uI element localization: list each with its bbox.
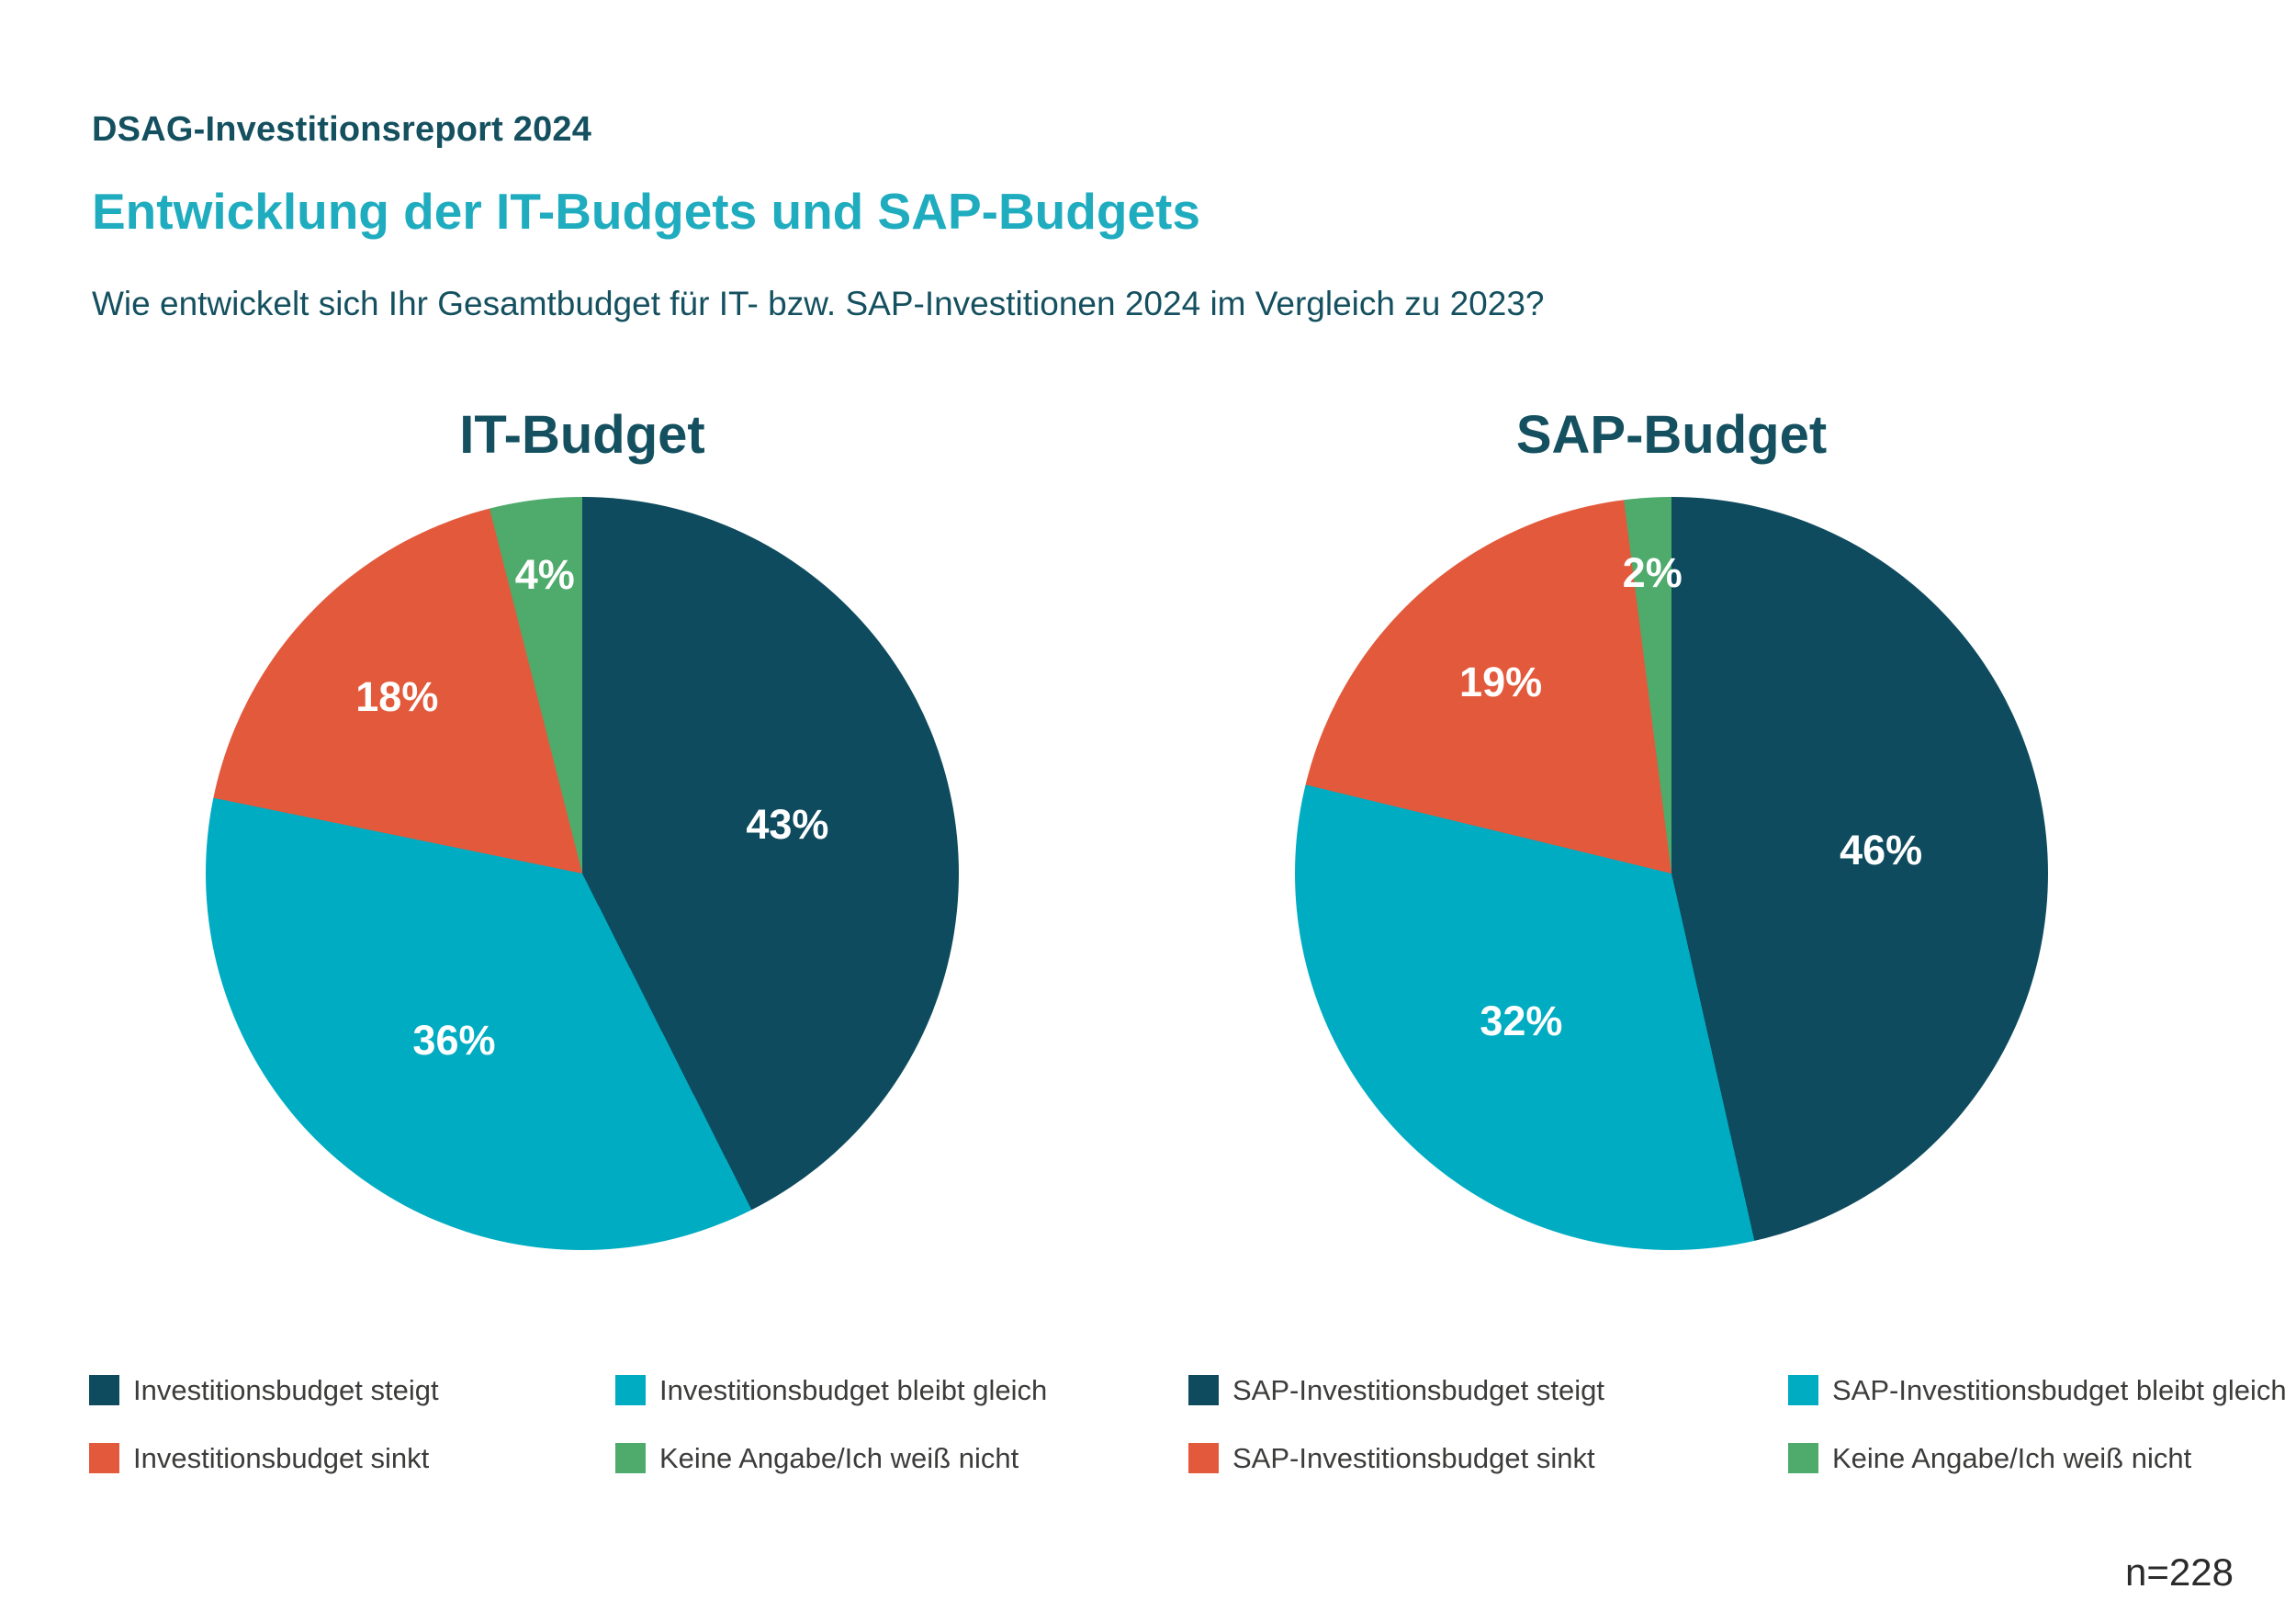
- legend-swatch: [89, 1375, 119, 1405]
- slice-value-label: 43%: [746, 800, 829, 848]
- legend-label: SAP-Investitionsbudget bleibt gleich: [1832, 1373, 2287, 1406]
- legend-label: Keine Angabe/Ich weiß nicht: [659, 1441, 1019, 1474]
- legend-label: Investitionsbudget bleibt gleich: [659, 1373, 1048, 1406]
- page-title: Entwicklung der IT-Budgets und SAP-Budge…: [92, 183, 1200, 240]
- pie-wrap-sap-budget: 46% 32% 19% 2%: [1295, 497, 2048, 1250]
- legend-label: Investitionsbudget steigt: [133, 1373, 439, 1406]
- legend-item: SAP-Investitionsbudget sinkt: [1188, 1441, 1788, 1474]
- legend-item: Keine Angabe/Ich weiß nicht: [1788, 1441, 2287, 1474]
- legend-sap-budget: SAP-Investitionsbudget steigt SAP-Investi…: [1188, 1373, 2287, 1474]
- legend-it-budget: Investitionsbudget steigt Investitionsbud…: [89, 1373, 1048, 1474]
- slice-value-label: 4%: [514, 550, 575, 598]
- survey-question: Wie entwickelt sich Ihr Gesamtbudget für…: [92, 285, 1545, 322]
- legend-label: Investitionsbudget sinkt: [133, 1441, 430, 1474]
- slice-value-label: 46%: [1840, 826, 1923, 873]
- legend-item: Investitionsbudget bleibt gleich: [615, 1373, 1048, 1406]
- chart-title-it-budget: IT-Budget: [459, 405, 705, 465]
- legend-swatch: [615, 1375, 646, 1405]
- slice-value-label: 32%: [1480, 997, 1563, 1045]
- legend-swatch: [1188, 1443, 1219, 1473]
- legend-label: Keine Angabe/Ich weiß nicht: [1832, 1441, 2192, 1474]
- pie-sap-budget: [1295, 497, 2048, 1250]
- legend-item: Investitionsbudget sinkt: [89, 1441, 615, 1474]
- slice-value-label: 19%: [1459, 659, 1543, 706]
- legend-item: SAP-Investitionsbudget bleibt gleich: [1788, 1373, 2287, 1406]
- pie-wrap-it-budget: 43% 36% 18% 4%: [206, 497, 959, 1250]
- legend-item: Keine Angabe/Ich weiß nicht: [615, 1441, 1047, 1474]
- slice-value-label: 2%: [1622, 548, 1683, 596]
- sample-size-note: n=228: [2125, 1550, 2234, 1594]
- legend-swatch: [1188, 1375, 1219, 1405]
- slice-value-label: 36%: [412, 1017, 496, 1065]
- legend-item: Investitionsbudget steigt: [89, 1373, 615, 1406]
- slice-value-label: 18%: [355, 672, 439, 720]
- legend-item: SAP-Investitionsbudget steigt: [1188, 1373, 1788, 1406]
- legend-swatch: [1788, 1443, 1818, 1473]
- legend-swatch: [89, 1443, 119, 1473]
- legend-swatch: [1788, 1375, 1818, 1405]
- chart-title-sap-budget: SAP-Budget: [1515, 405, 1828, 465]
- pie-it-budget: [206, 497, 959, 1250]
- report-kicker: DSAG-Investitionsreport 2024: [92, 110, 592, 149]
- chart-it-budget: IT-Budget 43% 36% 18% 4%: [206, 404, 959, 1250]
- chart-sap-budget: SAP-Budget 46% 32% 19% 2%: [1295, 404, 2048, 1250]
- legend-label: SAP-Investitionsbudget sinkt: [1232, 1441, 1595, 1474]
- legend-swatch: [615, 1443, 646, 1473]
- legend-label: SAP-Investitionsbudget steigt: [1232, 1373, 1604, 1406]
